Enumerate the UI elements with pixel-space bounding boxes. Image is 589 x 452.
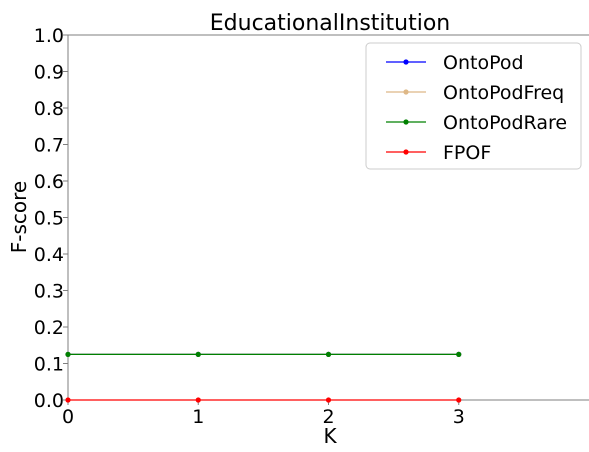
y-tick-label: 0.6 bbox=[34, 171, 64, 193]
ticks: 0.0 0.1 0.2 0.3 0.4 0.5 0.6 0.7 0.8 0.9 1.0 0 1 2 3 bbox=[34, 25, 465, 428]
legend-label-ontopodfreq: OntoPodFreq bbox=[443, 82, 564, 104]
x-tick-label: 2 bbox=[322, 406, 334, 428]
y-tick-label: 0.5 bbox=[34, 208, 64, 230]
y-tick-label: 0.9 bbox=[34, 62, 64, 84]
x-axis-label: K bbox=[323, 424, 337, 448]
legend-marker-ontopodfreq bbox=[403, 89, 409, 95]
y-tick-label: 0.8 bbox=[34, 98, 64, 120]
legend-label-fpof: FPOF bbox=[443, 142, 491, 164]
x-tick-label: 1 bbox=[192, 406, 204, 428]
y-tick-label: 0.4 bbox=[34, 244, 64, 266]
y-axis-label: F-score bbox=[7, 181, 31, 253]
y-tick-label: 0.7 bbox=[34, 135, 64, 157]
data-point-ontopodrare bbox=[195, 351, 201, 357]
data-point-ontopodrare bbox=[456, 351, 462, 357]
data-point-fpof bbox=[65, 397, 71, 403]
data-point-ontopodrare bbox=[65, 351, 71, 357]
legend-box bbox=[365, 42, 582, 170]
series bbox=[65, 351, 462, 403]
data-point-ontopodrare bbox=[325, 351, 332, 357]
y-tick-label: 0.1 bbox=[34, 354, 64, 376]
y-tick-label: 0.3 bbox=[34, 281, 64, 303]
x-tick-label: 0 bbox=[62, 406, 74, 428]
y-tick-label: 0.2 bbox=[34, 317, 64, 339]
legend-label-ontopod: OntoPod bbox=[443, 52, 524, 74]
legend-marker-ontopod bbox=[403, 59, 409, 65]
x-tick-label: 3 bbox=[453, 406, 465, 428]
legend-label-ontopodrare: OntoPodRare bbox=[443, 112, 567, 134]
y-tick-label: 0.0 bbox=[34, 390, 64, 412]
chart-title: EducationalInstitution bbox=[210, 11, 450, 36]
y-tick-label: 1.0 bbox=[34, 25, 64, 47]
data-point-fpof bbox=[195, 397, 201, 403]
legend-marker-fpof bbox=[403, 149, 409, 155]
legend: OntoPod OntoPodFreq OntoPodRare FPOF bbox=[365, 42, 582, 170]
legend-marker-ontopodrare bbox=[403, 119, 409, 125]
data-point-fpof bbox=[456, 397, 462, 403]
data-point-fpof bbox=[325, 397, 332, 403]
